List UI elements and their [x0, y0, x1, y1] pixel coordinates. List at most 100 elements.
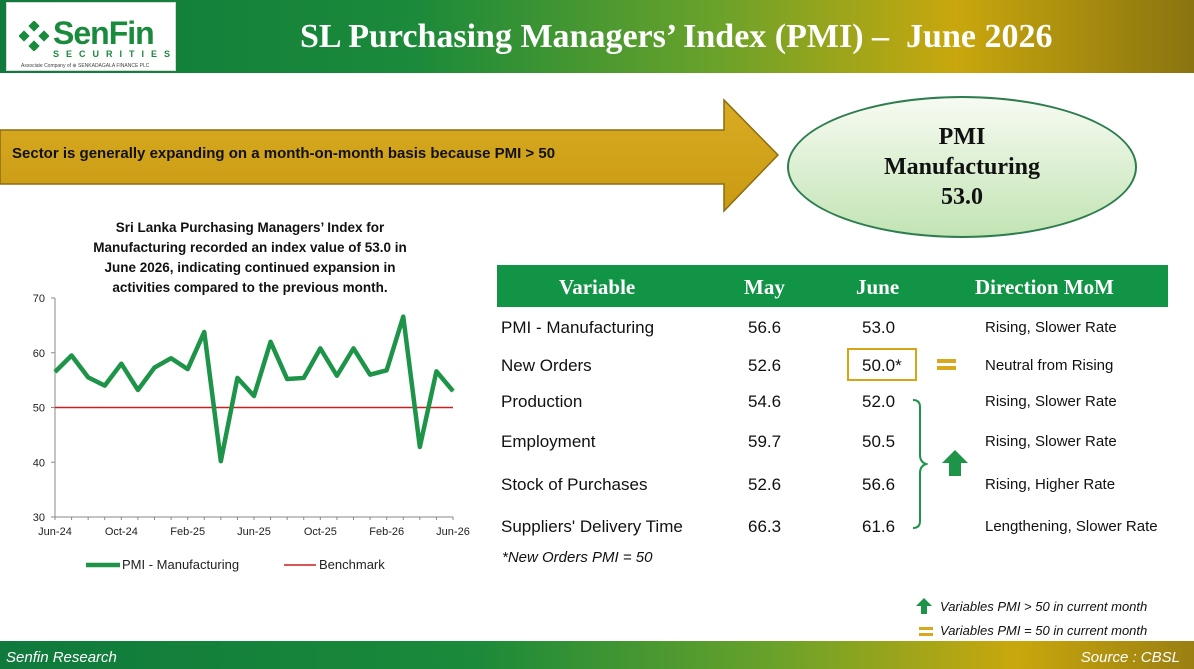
- legend-up-text: Variables PMI > 50 in current month: [940, 599, 1148, 614]
- pmi-data-point: [303, 377, 305, 379]
- row-4-june: 50.5: [862, 432, 896, 451]
- banner-arrow: [0, 98, 780, 213]
- pmi-data-point: [452, 390, 454, 392]
- row-5-may: 52.6: [748, 475, 782, 494]
- row-1-direction: Rising, Slower Rate: [985, 319, 1117, 336]
- new-orders-highlight-box: [847, 348, 917, 381]
- legend-equal-text: Variables PMI = 50 in current month: [940, 623, 1148, 638]
- row-6-variable: Suppliers' Delivery Time: [501, 517, 683, 536]
- pmi-ellipse: [787, 96, 1137, 238]
- pmi-data-point: [203, 331, 205, 333]
- row-5-direction: Rising, Higher Rate: [985, 476, 1116, 493]
- row-4-variable: Employment: [501, 432, 596, 451]
- pmi-data-point: [236, 377, 238, 379]
- row-1-may: 56.6: [748, 318, 782, 337]
- row-4-may: 59.7: [748, 432, 782, 451]
- pmi-data-point: [435, 370, 437, 372]
- chart-title-line-2: Manufacturing recorded an index value of…: [93, 240, 407, 255]
- x-tick-label: Feb-25: [170, 526, 205, 538]
- pmi-data-point: [253, 395, 255, 397]
- pmi-data-point: [154, 367, 155, 369]
- row-3-june: 52.0: [862, 392, 896, 411]
- y-tick-label: 60: [33, 348, 45, 360]
- footer-right: Source : CBSL: [1080, 649, 1180, 666]
- pmi-data-point: [187, 368, 189, 370]
- pmi-data-point: [336, 375, 338, 377]
- pmi-data-point: [54, 371, 56, 373]
- row-6-june: 61.6: [862, 517, 896, 536]
- row-5-june: 56.6: [862, 475, 896, 494]
- pmi-data-point: [369, 374, 371, 376]
- logo-name: SenFin: [53, 15, 155, 51]
- logo-diamond-icon: [19, 21, 49, 51]
- pmi-data-point: [137, 389, 139, 391]
- row-2-variable: New Orders: [501, 356, 592, 375]
- footer-left: Senfin Research: [6, 649, 117, 666]
- pmi-data-point: [71, 354, 73, 356]
- header-bar: [0, 0, 1194, 73]
- y-tick-label: 40: [33, 457, 45, 469]
- header-june: June: [856, 275, 900, 299]
- x-tick-label: Feb-26: [369, 526, 404, 538]
- x-tick-label: Jun-25: [237, 526, 271, 538]
- bracket-icon: [912, 399, 928, 529]
- x-tick-label: Oct-25: [304, 526, 337, 538]
- up-arrow-icon: [942, 450, 968, 476]
- table-header: [497, 265, 1168, 307]
- y-tick-label: 50: [33, 403, 45, 415]
- row-5-variable: Stock of Purchases: [501, 475, 648, 494]
- logo: SenFin SECURITIES Associate Company of ⊕…: [6, 2, 176, 71]
- row-1-june: 53.0: [862, 318, 896, 337]
- x-tick-label: Jun-24: [38, 526, 72, 538]
- page-title: SL Purchasing Managers’ Index (PMI) – Ju…: [300, 18, 1053, 55]
- pmi-data-point: [120, 363, 122, 365]
- pmi-data-point: [170, 357, 172, 359]
- row-6-direction: Lengthening, Slower Rate: [985, 518, 1158, 535]
- logo-subtext: Associate Company of ⊕ SENKADAGALA FINAN…: [21, 63, 150, 69]
- row-2-may: 52.6: [748, 356, 782, 375]
- pmi-data-point: [87, 376, 89, 378]
- row-4-direction: Rising, Slower Rate: [985, 433, 1117, 450]
- pmi-ellipse-text: PMI Manufacturing 53.0: [787, 122, 1137, 212]
- x-tick-label: Oct-24: [105, 526, 138, 538]
- pmi-data-point: [386, 369, 388, 371]
- legend-equal-icon: [919, 627, 933, 637]
- chart-title: Sri Lanka Purchasing Managers’ Index for…: [60, 218, 440, 298]
- pmi-data-point: [286, 378, 288, 380]
- chart-title-line-4: activities compared to the previous mont…: [112, 280, 388, 295]
- footer-bar: [0, 641, 1194, 669]
- y-tick-label: 30: [33, 512, 45, 524]
- legend-benchmark-label: Benchmark: [319, 557, 385, 572]
- header-direction: Direction MoM: [975, 275, 1114, 299]
- pmi-data-point: [419, 446, 421, 448]
- ellipse-line-2: Manufacturing: [884, 154, 1040, 180]
- pmi-data-point: [402, 316, 404, 318]
- x-tick-label: Jun-26: [436, 526, 470, 538]
- series-pmi-line: [53, 314, 455, 464]
- banner-text: Sector is generally expanding on a month…: [12, 145, 556, 162]
- legend-pmi-label: PMI - Manufacturing: [122, 557, 239, 572]
- ellipse-line-3: 53.0: [941, 184, 983, 210]
- legend-up-arrow-icon: [916, 598, 932, 614]
- pmi-data-point: [319, 347, 321, 349]
- header-variable: Variable: [559, 275, 636, 299]
- table-footnote: *New Orders PMI = 50: [502, 549, 653, 566]
- row-1-variable: PMI - Manufacturing: [501, 318, 655, 337]
- header-may: May: [744, 275, 785, 299]
- pmi-data-point: [270, 341, 272, 343]
- pmi-data-point: [220, 460, 222, 462]
- chart-title-line-3: June 2026, indicating continued expansio…: [104, 260, 396, 275]
- logo-securities: SECURITIES: [53, 49, 178, 59]
- row-3-may: 54.6: [748, 392, 782, 411]
- pmi-data-point: [104, 385, 106, 387]
- row-3-direction: Rising, Slower Rate: [985, 393, 1117, 410]
- equal-icon: [937, 359, 956, 371]
- y-tick-label: 70: [33, 293, 45, 305]
- ellipse-line-1: PMI: [938, 124, 986, 150]
- chart-title-line-1: Sri Lanka Purchasing Managers’ Index for: [115, 220, 385, 235]
- pmi-data-point: [353, 347, 354, 349]
- row-6-may: 66.3: [748, 517, 782, 536]
- row-2-direction: Neutral from Rising: [985, 357, 1114, 374]
- pmi-line-chart: 70 60 50 40 30 Jun-24 Oct-24 Feb-25 Jun-25 Oct-25…: [33, 293, 470, 572]
- row-2-june: 50.0*: [862, 356, 902, 375]
